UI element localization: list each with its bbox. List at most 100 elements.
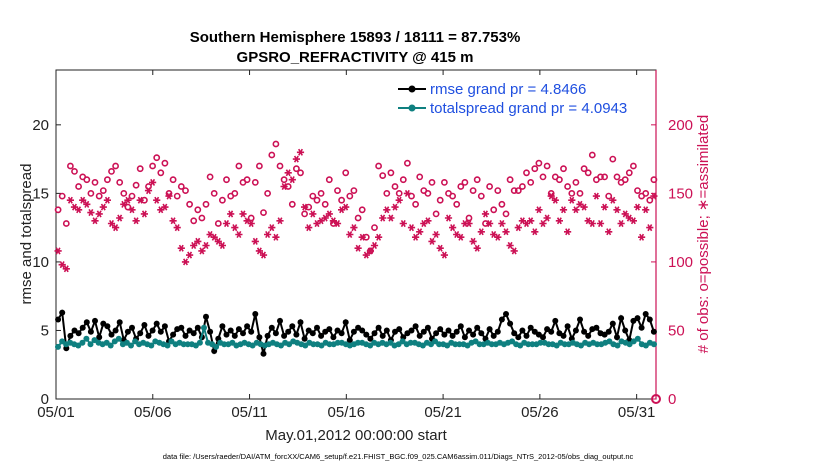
- rmse-point: [614, 334, 620, 341]
- assimilated-point: [370, 241, 379, 249]
- possible-point: [161, 159, 169, 167]
- possible-point: [95, 192, 103, 200]
- possible-point: [350, 187, 358, 194]
- assimilated-point: [498, 220, 506, 228]
- x-tick-label: 05/26: [521, 404, 559, 421]
- totalspread-point: [79, 339, 86, 346]
- assimilated-point: [399, 220, 407, 228]
- rmse-point: [523, 332, 530, 339]
- rmse-point: [511, 330, 518, 337]
- rmse-point: [141, 322, 148, 328]
- assimilated-point: [210, 233, 218, 241]
- rmse-point: [157, 328, 164, 335]
- rmse-point: [75, 330, 82, 337]
- rmse-point: [437, 326, 444, 333]
- possible-point: [535, 159, 543, 167]
- totalspread-point: [326, 341, 333, 348]
- assimilated-point: [440, 251, 448, 259]
- assimilated-point: [198, 247, 206, 255]
- rmse-point: [227, 327, 234, 334]
- rmse-point: [618, 315, 625, 322]
- totalspread-point: [452, 341, 459, 348]
- rmse-point: [256, 334, 263, 341]
- rmse-point: [297, 319, 304, 326]
- legend-spread-label: totalspread grand pr = 4.0943: [430, 100, 627, 117]
- rmse-point: [363, 331, 370, 338]
- possible-point: [145, 183, 152, 190]
- rmse-point: [564, 323, 571, 330]
- possible-point: [309, 192, 317, 200]
- rmse-point: [367, 335, 374, 342]
- possible-point: [124, 203, 132, 211]
- assimilated-point: [510, 247, 518, 255]
- assimilated-point: [605, 228, 613, 236]
- assimilated-point: [613, 206, 621, 214]
- assimilated-point: [588, 220, 596, 228]
- rmse-point: [129, 324, 135, 331]
- assimilated-point: [333, 220, 342, 228]
- possible-point: [58, 192, 66, 200]
- assimilated-point: [247, 220, 255, 228]
- rmse-point: [515, 334, 522, 341]
- possible-point: [321, 200, 329, 208]
- rmse-point: [408, 327, 415, 334]
- possible-point: [99, 187, 107, 194]
- rmse-point: [104, 323, 111, 330]
- possible-point: [87, 189, 95, 197]
- assimilated-point: [177, 244, 185, 252]
- possible-point: [514, 187, 522, 194]
- possible-point: [108, 167, 115, 175]
- rmse-point: [145, 332, 152, 339]
- rmse-point: [59, 309, 66, 316]
- assimilated-point: [568, 196, 576, 204]
- rmse-point: [170, 331, 177, 338]
- assimilated-point: [486, 220, 494, 228]
- assimilated-point: [235, 230, 243, 239]
- rmse-point: [338, 330, 345, 337]
- assimilated-point: [514, 224, 522, 232]
- rmse-point: [441, 331, 448, 338]
- assimilated-point: [301, 203, 309, 211]
- totalspread-point: [196, 339, 203, 346]
- rmse-point: [67, 332, 74, 339]
- assimilated-point: [481, 210, 490, 218]
- assimilated-point: [358, 233, 366, 241]
- assimilated-point: [444, 214, 453, 222]
- possible-point: [473, 176, 481, 184]
- x-axis: 05/01 05/06 05/11 05/16 05/21 05/26 05/31: [37, 70, 655, 421]
- rmse-point: [83, 319, 90, 326]
- totalspread-point: [634, 335, 641, 342]
- totalspread-point: [128, 342, 134, 349]
- possible-point: [461, 178, 469, 186]
- assimilated-point: [264, 230, 272, 239]
- rmse-point: [289, 323, 296, 330]
- possible-point: [408, 192, 415, 200]
- possible-point: [580, 165, 588, 173]
- assimilated-point: [502, 228, 510, 236]
- possible-point: [338, 196, 345, 204]
- data-file-footer: data file: /Users/raeder/DAI/ATM_forcXX/…: [163, 452, 634, 461]
- possible-point: [358, 206, 366, 214]
- legend-rmse-marker: [408, 85, 416, 93]
- assimilated-point: [186, 251, 194, 259]
- rmse-point: [371, 330, 378, 337]
- x-tick-label: 05/11: [231, 404, 267, 421]
- possible-point: [186, 200, 193, 208]
- rmse-point: [178, 324, 185, 331]
- totalspread-point: [87, 341, 94, 348]
- assimilated-point: [642, 206, 650, 214]
- rmse-point: [461, 334, 468, 341]
- totalspread-point: [201, 324, 207, 331]
- rmse-point: [342, 319, 349, 326]
- rmse-point: [622, 327, 629, 334]
- assimilated-point: [288, 176, 296, 184]
- possible-point: [387, 169, 395, 177]
- totalspread-point: [614, 342, 621, 349]
- rmse-point: [527, 324, 534, 331]
- rmse-point: [490, 332, 497, 339]
- rmse-point: [190, 330, 197, 337]
- rmse-point: [318, 332, 325, 339]
- assimilated-point: [473, 244, 481, 252]
- possible-point: [510, 187, 518, 194]
- possible-point: [206, 173, 214, 181]
